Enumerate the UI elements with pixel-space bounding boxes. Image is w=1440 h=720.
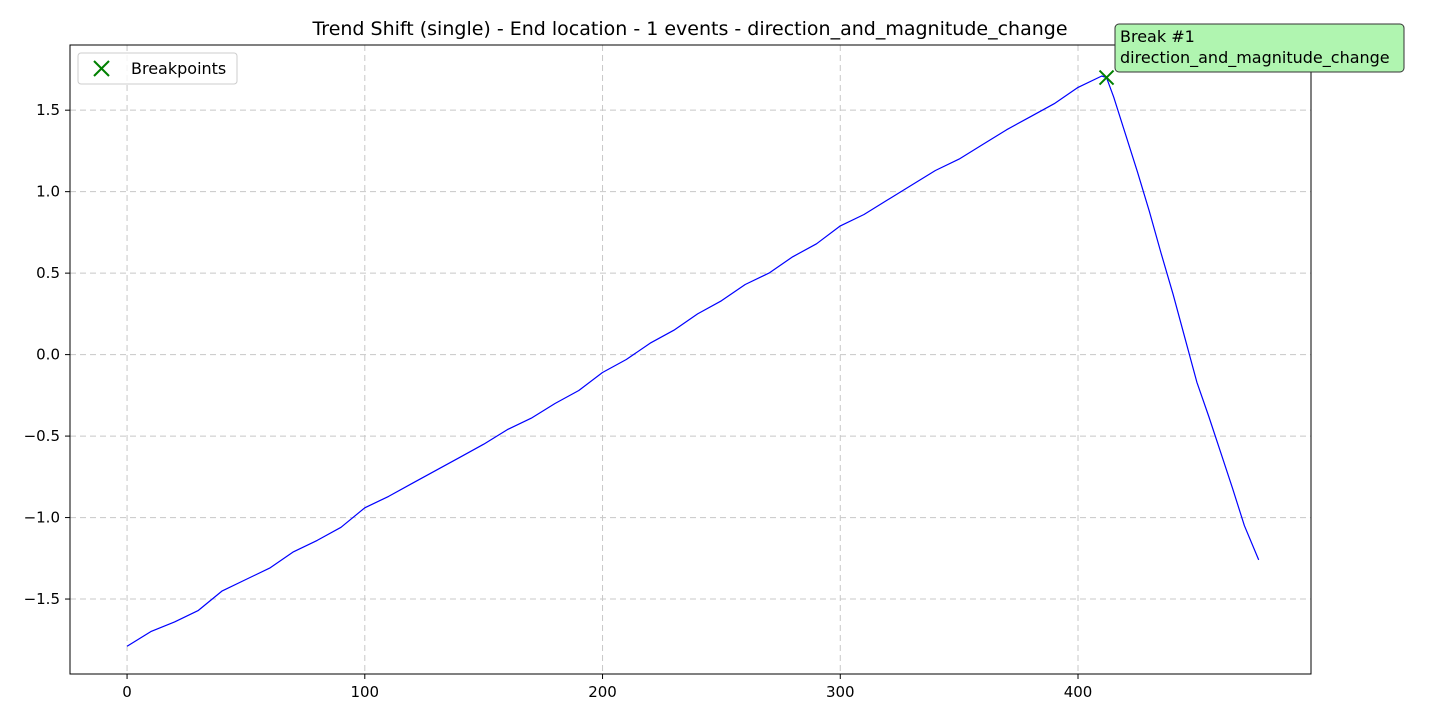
- axis-ticks: 0 100 200 300 400 −1.5 −1.0 −0.5 0.0 0.5 1.0 1.5: [24, 101, 1093, 701]
- legend: Breakpoints: [77, 52, 238, 85]
- breakpoint-marker: [1098, 69, 1115, 86]
- break-annotation: Break #1 direction_and_magnitude_change: [1114, 23, 1405, 73]
- series-layer: [126, 69, 1260, 647]
- y-tick-label: 1.0: [36, 183, 60, 201]
- y-tick-label: 1.5: [36, 101, 60, 119]
- y-tick-label: −0.5: [24, 427, 60, 445]
- x-tick-label: 100: [350, 683, 379, 701]
- series-line: [126, 75, 1260, 647]
- breakpoint-marker-stroke: [1098, 69, 1115, 86]
- y-tick-label: −1.0: [24, 509, 60, 527]
- y-tick-label: 0.5: [36, 264, 60, 282]
- gridlines: [70, 45, 1311, 674]
- y-tick-label: 0.0: [36, 346, 60, 364]
- legend-label-breakpoints: Breakpoints: [131, 59, 226, 78]
- annotation-line-2: direction_and_magnitude_change: [1120, 48, 1390, 68]
- annotation-line-1: Break #1: [1120, 27, 1195, 46]
- plot-area-frame: [69, 44, 1312, 675]
- legend-box: [77, 52, 238, 85]
- x-tick-label: 400: [1064, 683, 1093, 701]
- annotation-box: [1114, 23, 1405, 73]
- x-tick-label: 0: [122, 683, 132, 701]
- legend-breakpoint-marker: [93, 60, 110, 77]
- x-tick-label: 300: [826, 683, 855, 701]
- x-tick-label: 200: [588, 683, 617, 701]
- chart-title: Trend Shift (single) - End location - 1 …: [311, 18, 1067, 40]
- y-tick-label: −1.5: [24, 590, 60, 608]
